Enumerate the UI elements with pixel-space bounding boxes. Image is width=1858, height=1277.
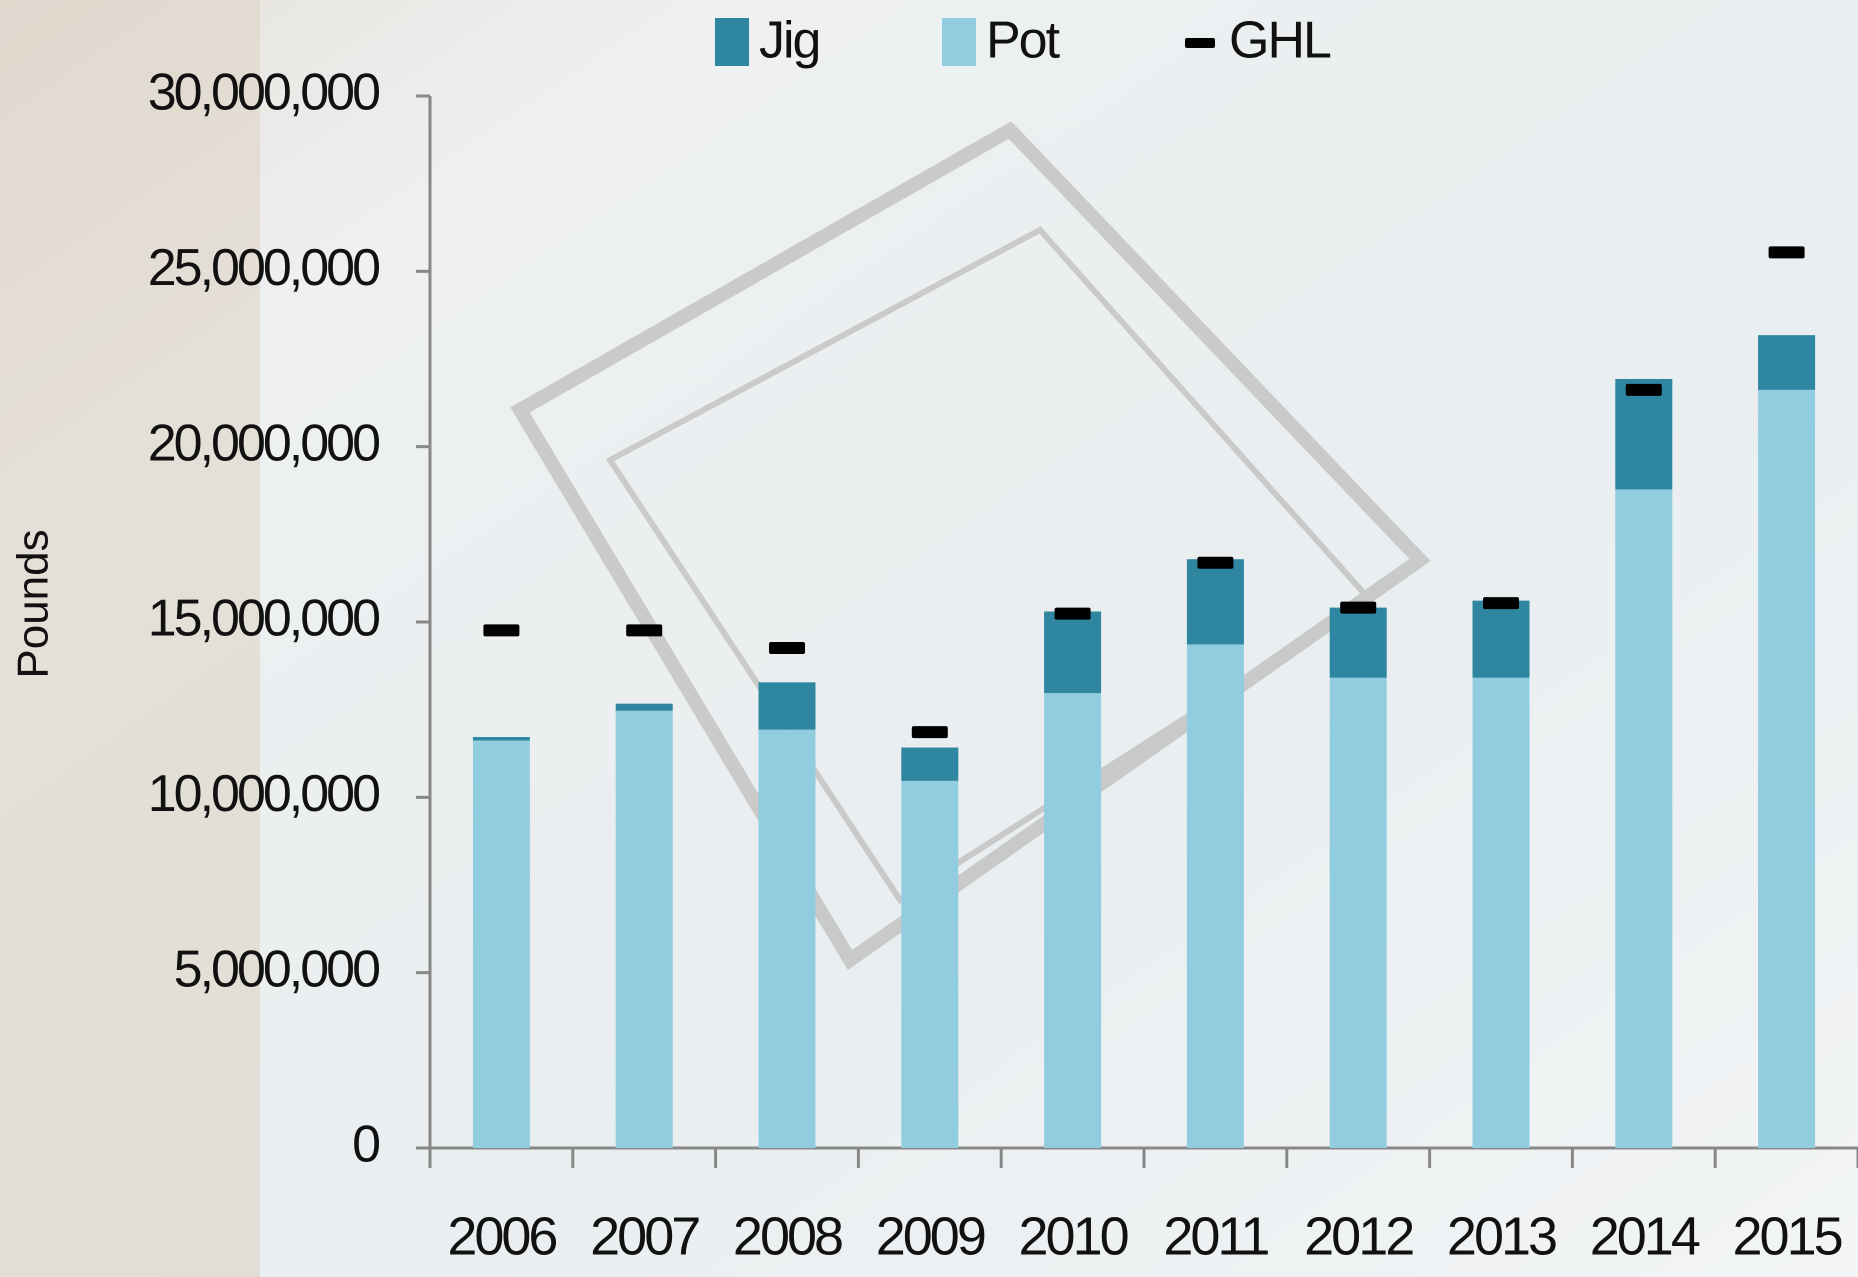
bar-segment <box>615 710 673 1148</box>
bar-segment <box>472 737 530 741</box>
legend-label: Pot <box>986 12 1061 70</box>
x-tick-label: 2013 <box>1447 1206 1556 1266</box>
bar-segment <box>1186 644 1244 1148</box>
bar-segment <box>1329 677 1387 1148</box>
x-tick-label: 2009 <box>876 1206 985 1266</box>
y-tick-label: 10,000,000 <box>148 765 379 823</box>
ghl-marker <box>1340 601 1377 614</box>
bar-segment <box>758 729 816 1148</box>
ghl-marker <box>1054 607 1091 620</box>
legend-label: Jig <box>759 12 819 70</box>
ghl-marker <box>769 641 805 654</box>
ghl-marker <box>626 624 663 637</box>
ghl-marker <box>1483 597 1519 610</box>
legend-swatch <box>942 18 976 66</box>
x-tick-label: 2006 <box>447 1206 556 1266</box>
x-tick-label: 2014 <box>1590 1206 1700 1266</box>
legend-swatch <box>715 18 749 66</box>
bar-segment <box>758 682 816 730</box>
x-tick-label: 2011 <box>1163 1206 1268 1266</box>
bar-segment <box>1472 677 1530 1148</box>
y-tick-label: 5,000,000 <box>174 940 379 998</box>
y-axis-label: Pounds <box>9 529 58 678</box>
bar-segment <box>1758 389 1816 1149</box>
bar-segment <box>1472 600 1530 678</box>
bar-segment <box>615 703 673 711</box>
bar-segment <box>1186 559 1244 645</box>
x-tick-label: 2012 <box>1304 1206 1413 1266</box>
bar-segment <box>1615 489 1673 1148</box>
x-tick-label: 2010 <box>1019 1206 1128 1266</box>
bar-segment <box>1615 378 1673 490</box>
y-tick-label: 0 <box>352 1116 379 1174</box>
ghl-marker <box>1625 383 1662 396</box>
bar-segment <box>1044 611 1102 694</box>
x-tick-label: 2007 <box>590 1206 699 1266</box>
ghl-marker <box>483 624 520 637</box>
bar-segment <box>901 780 959 1148</box>
background-hull <box>0 0 260 1277</box>
x-tick-label: 2008 <box>733 1206 842 1266</box>
x-tick-label: 2015 <box>1733 1206 1842 1266</box>
y-tick-label: 25,000,000 <box>148 239 379 297</box>
legend-label: GHL <box>1229 12 1331 70</box>
ghl-marker <box>1768 246 1805 259</box>
ghl-marker <box>911 726 948 739</box>
bar-segment <box>1044 693 1102 1148</box>
bar-segment <box>1329 607 1387 678</box>
ghl-marker <box>1197 556 1234 569</box>
y-tick-label: 15,000,000 <box>148 590 379 648</box>
y-tick-label: 30,000,000 <box>148 64 379 122</box>
bar-segment <box>472 740 530 1148</box>
bar-segment <box>1758 335 1816 390</box>
legend-swatch <box>1185 38 1215 48</box>
y-tick-label: 20,000,000 <box>148 414 379 472</box>
bar-segment <box>901 747 959 781</box>
